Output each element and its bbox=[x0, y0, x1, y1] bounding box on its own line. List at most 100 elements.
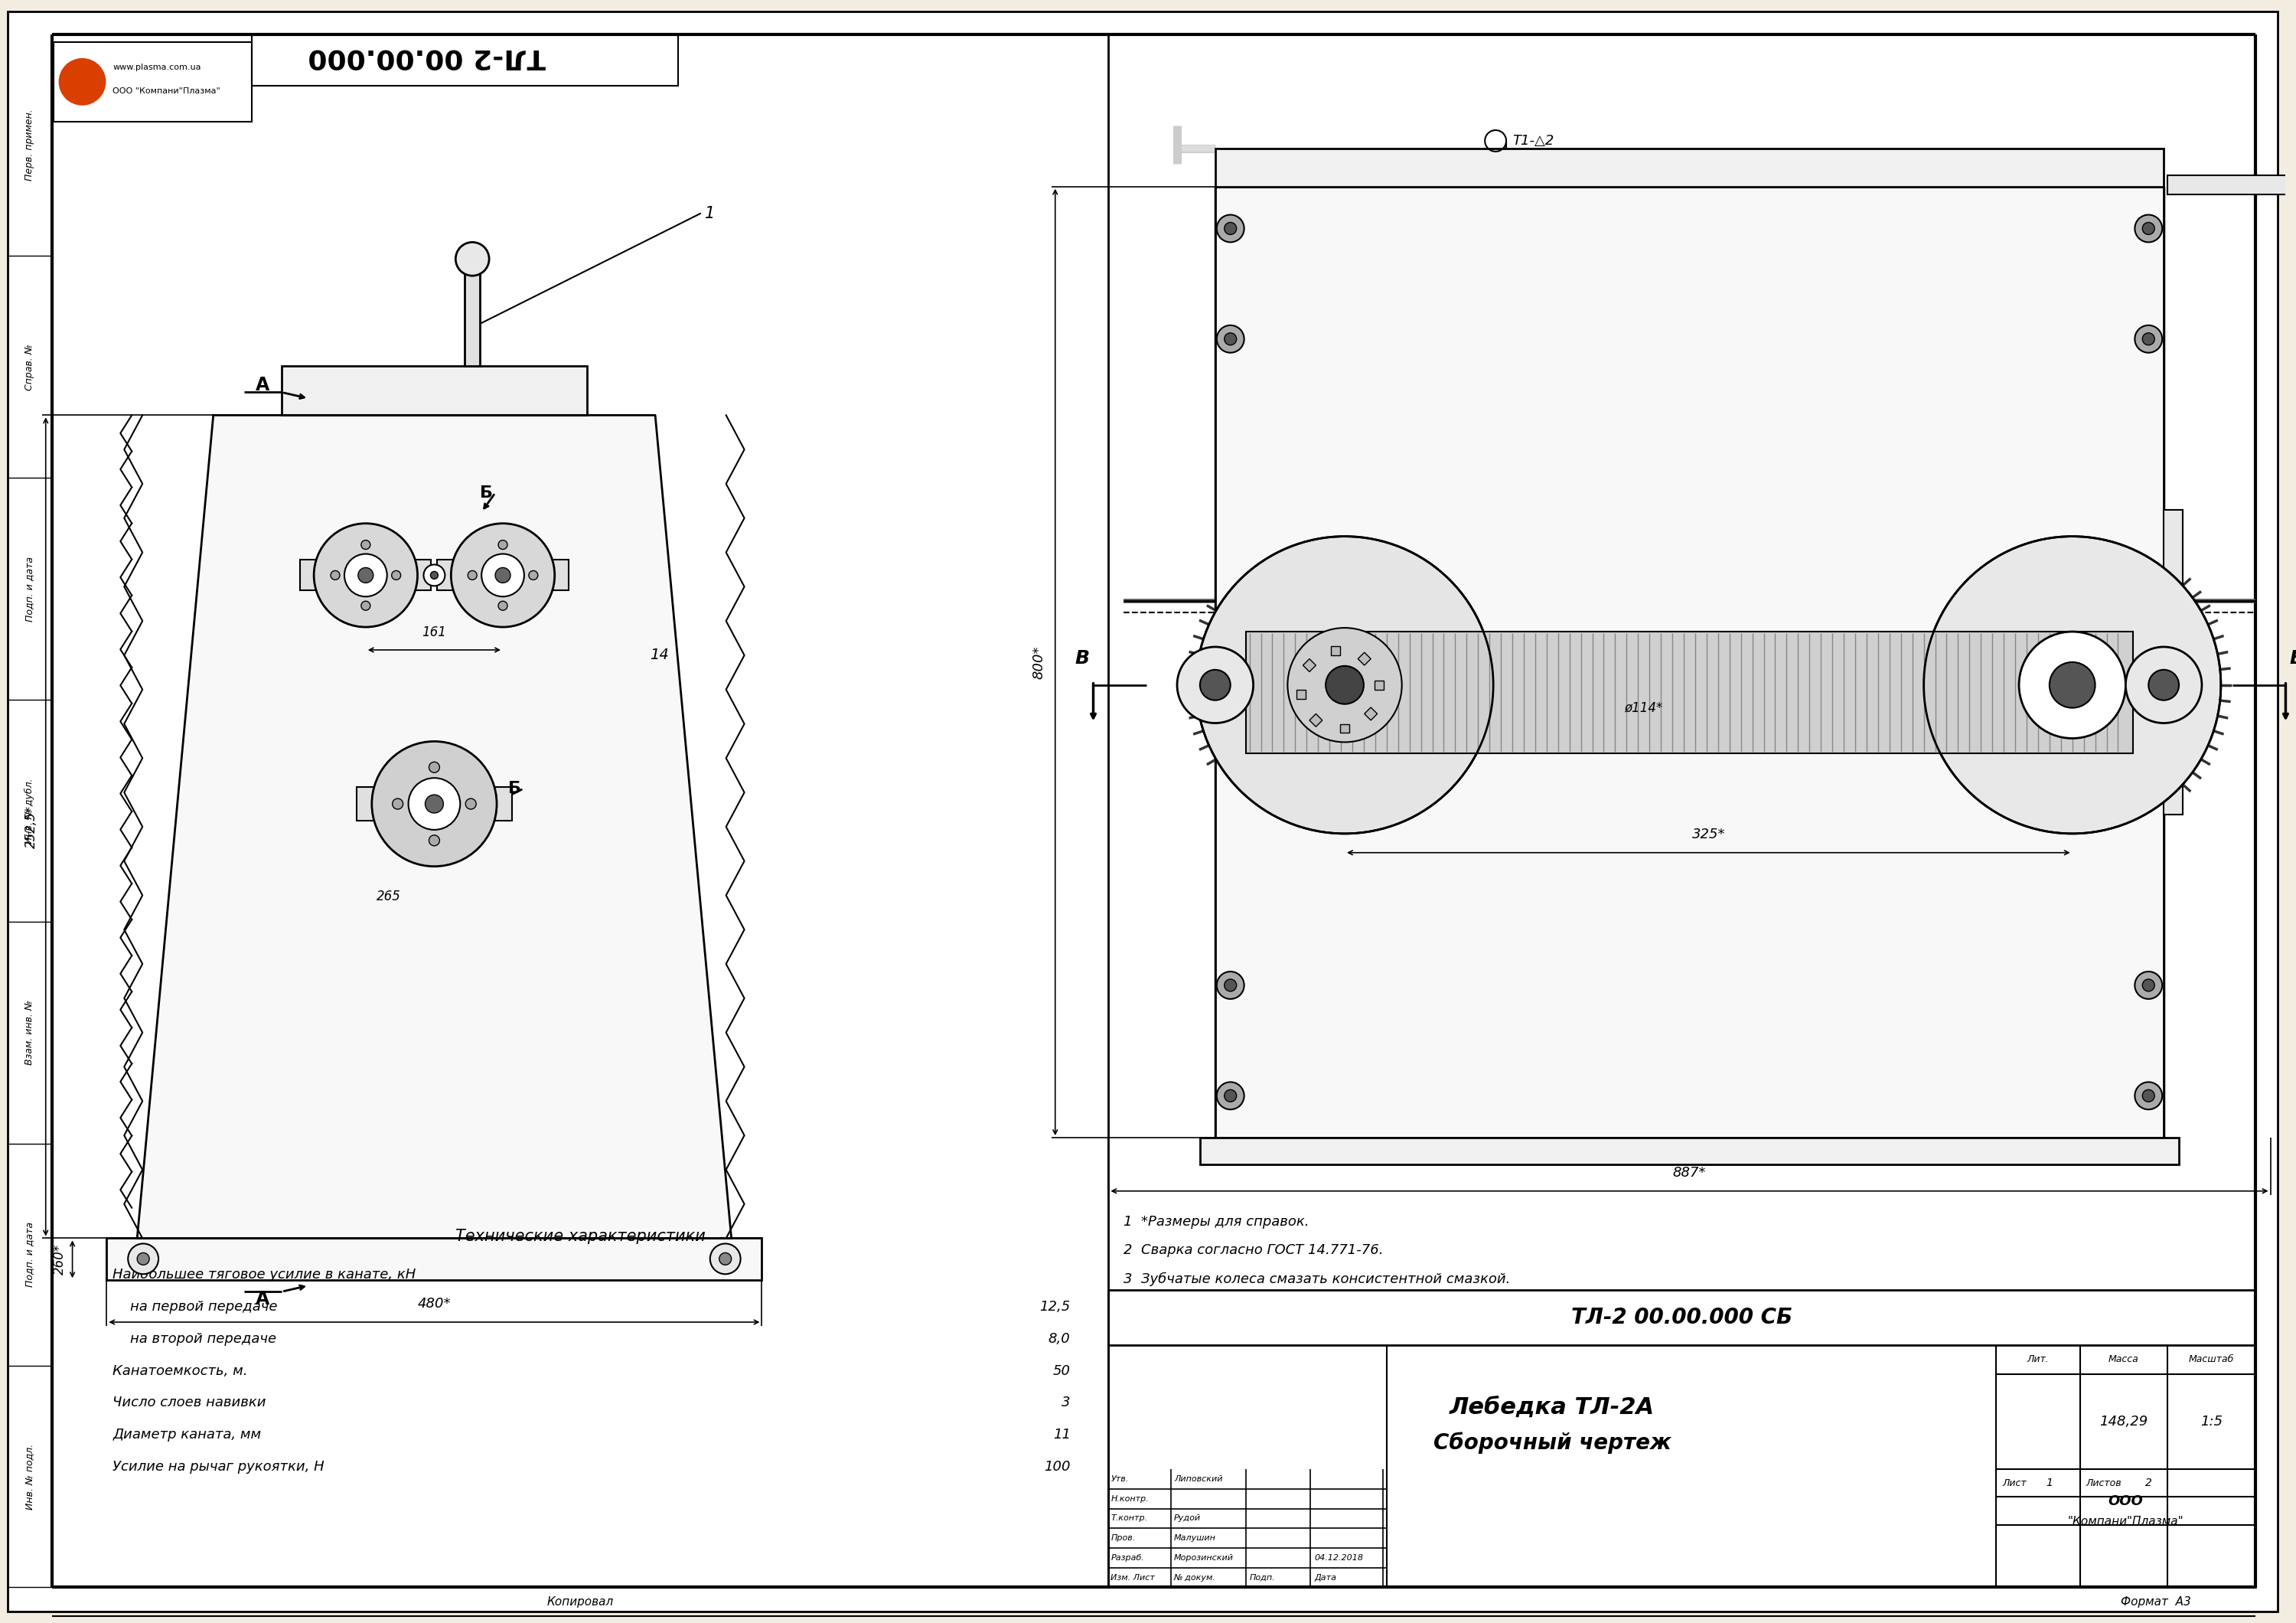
Text: Листов: Листов bbox=[2087, 1479, 2122, 1488]
Text: 8,0: 8,0 bbox=[1049, 1332, 1070, 1345]
Text: А: А bbox=[255, 375, 271, 394]
Bar bbox=[464, 274, 480, 365]
Text: Перв. примен.: Перв. примен. bbox=[25, 109, 34, 182]
Bar bbox=[53, 42, 253, 122]
Circle shape bbox=[709, 1243, 742, 1274]
Circle shape bbox=[2135, 1083, 2163, 1110]
Bar bbox=[1215, 187, 2163, 1138]
Circle shape bbox=[2142, 222, 2154, 235]
Text: на второй передаче: на второй передаче bbox=[113, 1332, 276, 1345]
Circle shape bbox=[429, 761, 439, 773]
Circle shape bbox=[360, 540, 370, 549]
Bar bbox=[1302, 659, 1316, 672]
Bar bbox=[1309, 714, 1322, 727]
Text: Наибольшее тяговое усилие в канате, кН: Наибольшее тяговое усилие в канате, кН bbox=[113, 1268, 416, 1282]
Circle shape bbox=[466, 799, 475, 810]
Text: Лист: Лист bbox=[2002, 1479, 2027, 1488]
Text: Инв. № дубл.: Инв. № дубл. bbox=[25, 777, 34, 844]
Text: Диаметр каната, мм: Диаметр каната, мм bbox=[113, 1428, 262, 1441]
Text: В: В bbox=[1075, 649, 1088, 667]
Circle shape bbox=[331, 571, 340, 579]
Text: В: В bbox=[2289, 649, 2296, 667]
Circle shape bbox=[719, 1253, 732, 1264]
Text: № докум.: № докум. bbox=[1173, 1574, 1217, 1581]
Text: 1:5: 1:5 bbox=[2200, 1415, 2223, 1428]
Bar bbox=[1364, 708, 1378, 721]
Text: www.plasma.com.ua: www.plasma.com.ua bbox=[113, 63, 202, 71]
Circle shape bbox=[1217, 214, 1244, 242]
Text: 148,29: 148,29 bbox=[2099, 1415, 2149, 1428]
Circle shape bbox=[129, 1243, 158, 1274]
Circle shape bbox=[2142, 979, 2154, 992]
Text: Липовский: Липовский bbox=[1173, 1475, 1224, 1483]
Text: 2: 2 bbox=[2144, 1477, 2151, 1488]
Circle shape bbox=[2135, 972, 2163, 1000]
Text: "Компани"Плазма": "Компани"Плазма" bbox=[2069, 1516, 2183, 1527]
Circle shape bbox=[1224, 222, 1238, 235]
Text: 325*: 325* bbox=[1692, 828, 1724, 841]
Text: Подп. и дата: Подп. и дата bbox=[25, 557, 34, 622]
Text: Разраб.: Разраб. bbox=[1111, 1553, 1143, 1561]
Bar bbox=[1375, 680, 1384, 690]
Circle shape bbox=[429, 836, 439, 846]
Circle shape bbox=[528, 571, 537, 579]
Bar bbox=[2167, 175, 2296, 195]
Text: 04.12.2018: 04.12.2018 bbox=[1313, 1553, 1364, 1561]
Circle shape bbox=[2135, 325, 2163, 352]
Circle shape bbox=[1217, 1083, 1244, 1110]
Text: 1: 1 bbox=[2046, 1477, 2053, 1488]
Text: Масса: Масса bbox=[2108, 1355, 2140, 1365]
Text: ø114*: ø114* bbox=[1626, 701, 1662, 714]
Bar bbox=[1247, 631, 2133, 753]
Text: Технические характеристики: Технические характеристики bbox=[455, 1229, 705, 1245]
Circle shape bbox=[1288, 628, 1403, 742]
Text: 11: 11 bbox=[1054, 1428, 1070, 1441]
Circle shape bbox=[1201, 670, 1231, 700]
Text: 1  *Размеры для справок.: 1 *Размеры для справок. bbox=[1123, 1214, 1309, 1229]
Text: Малушин: Малушин bbox=[1173, 1534, 1217, 1542]
Circle shape bbox=[2126, 648, 2202, 724]
Text: Пров.: Пров. bbox=[1111, 1534, 1137, 1542]
Circle shape bbox=[455, 242, 489, 276]
Bar bbox=[1215, 148, 2163, 187]
Bar bbox=[253, 34, 677, 86]
Circle shape bbox=[344, 553, 388, 597]
Text: Б: Б bbox=[507, 781, 521, 797]
Circle shape bbox=[1217, 972, 1244, 1000]
Circle shape bbox=[409, 777, 459, 829]
Circle shape bbox=[425, 795, 443, 813]
Text: 3: 3 bbox=[1061, 1396, 1070, 1410]
Circle shape bbox=[1178, 648, 1254, 724]
Circle shape bbox=[422, 565, 445, 586]
Circle shape bbox=[2149, 670, 2179, 700]
Text: Канатоемкость, м.: Канатоемкость, м. bbox=[113, 1363, 248, 1378]
Circle shape bbox=[1325, 665, 1364, 704]
Bar bbox=[301, 560, 432, 591]
Text: 1: 1 bbox=[705, 206, 714, 221]
Circle shape bbox=[315, 524, 418, 626]
Circle shape bbox=[360, 601, 370, 610]
Text: Утв.: Утв. bbox=[1111, 1475, 1130, 1483]
Circle shape bbox=[2142, 333, 2154, 346]
Text: Лит.: Лит. bbox=[2027, 1355, 2048, 1365]
Text: 161: 161 bbox=[422, 625, 445, 639]
Text: 252,5*: 252,5* bbox=[25, 805, 39, 849]
Text: Т1-△2: Т1-△2 bbox=[1513, 135, 1554, 148]
Bar bbox=[356, 787, 512, 821]
Text: ТЛ-2 00.00.000: ТЛ-2 00.00.000 bbox=[308, 44, 546, 70]
Text: 14: 14 bbox=[650, 648, 668, 662]
Text: 3  Зубчатые колеса смазать консистентной смазкой.: 3 Зубчатые колеса смазать консистентной … bbox=[1123, 1272, 1511, 1287]
Circle shape bbox=[1924, 536, 2220, 834]
Circle shape bbox=[2018, 631, 2126, 738]
Text: на первой передаче: на первой передаче bbox=[113, 1300, 278, 1313]
Bar bbox=[106, 1238, 762, 1281]
Text: Подп. и дата: Подп. и дата bbox=[25, 1222, 34, 1287]
Bar bbox=[436, 560, 569, 591]
Bar bbox=[2163, 510, 2183, 815]
Text: Масштаб: Масштаб bbox=[2188, 1355, 2234, 1365]
Circle shape bbox=[1224, 1089, 1238, 1102]
Text: 2  Сварка согласно ГОСТ 14.771-76.: 2 Сварка согласно ГОСТ 14.771-76. bbox=[1123, 1243, 1384, 1258]
Text: Подп.: Подп. bbox=[1249, 1574, 1274, 1581]
Text: 50: 50 bbox=[1054, 1363, 1070, 1378]
Text: ТЛ-2 00.00.000 СБ: ТЛ-2 00.00.000 СБ bbox=[1570, 1307, 1793, 1328]
